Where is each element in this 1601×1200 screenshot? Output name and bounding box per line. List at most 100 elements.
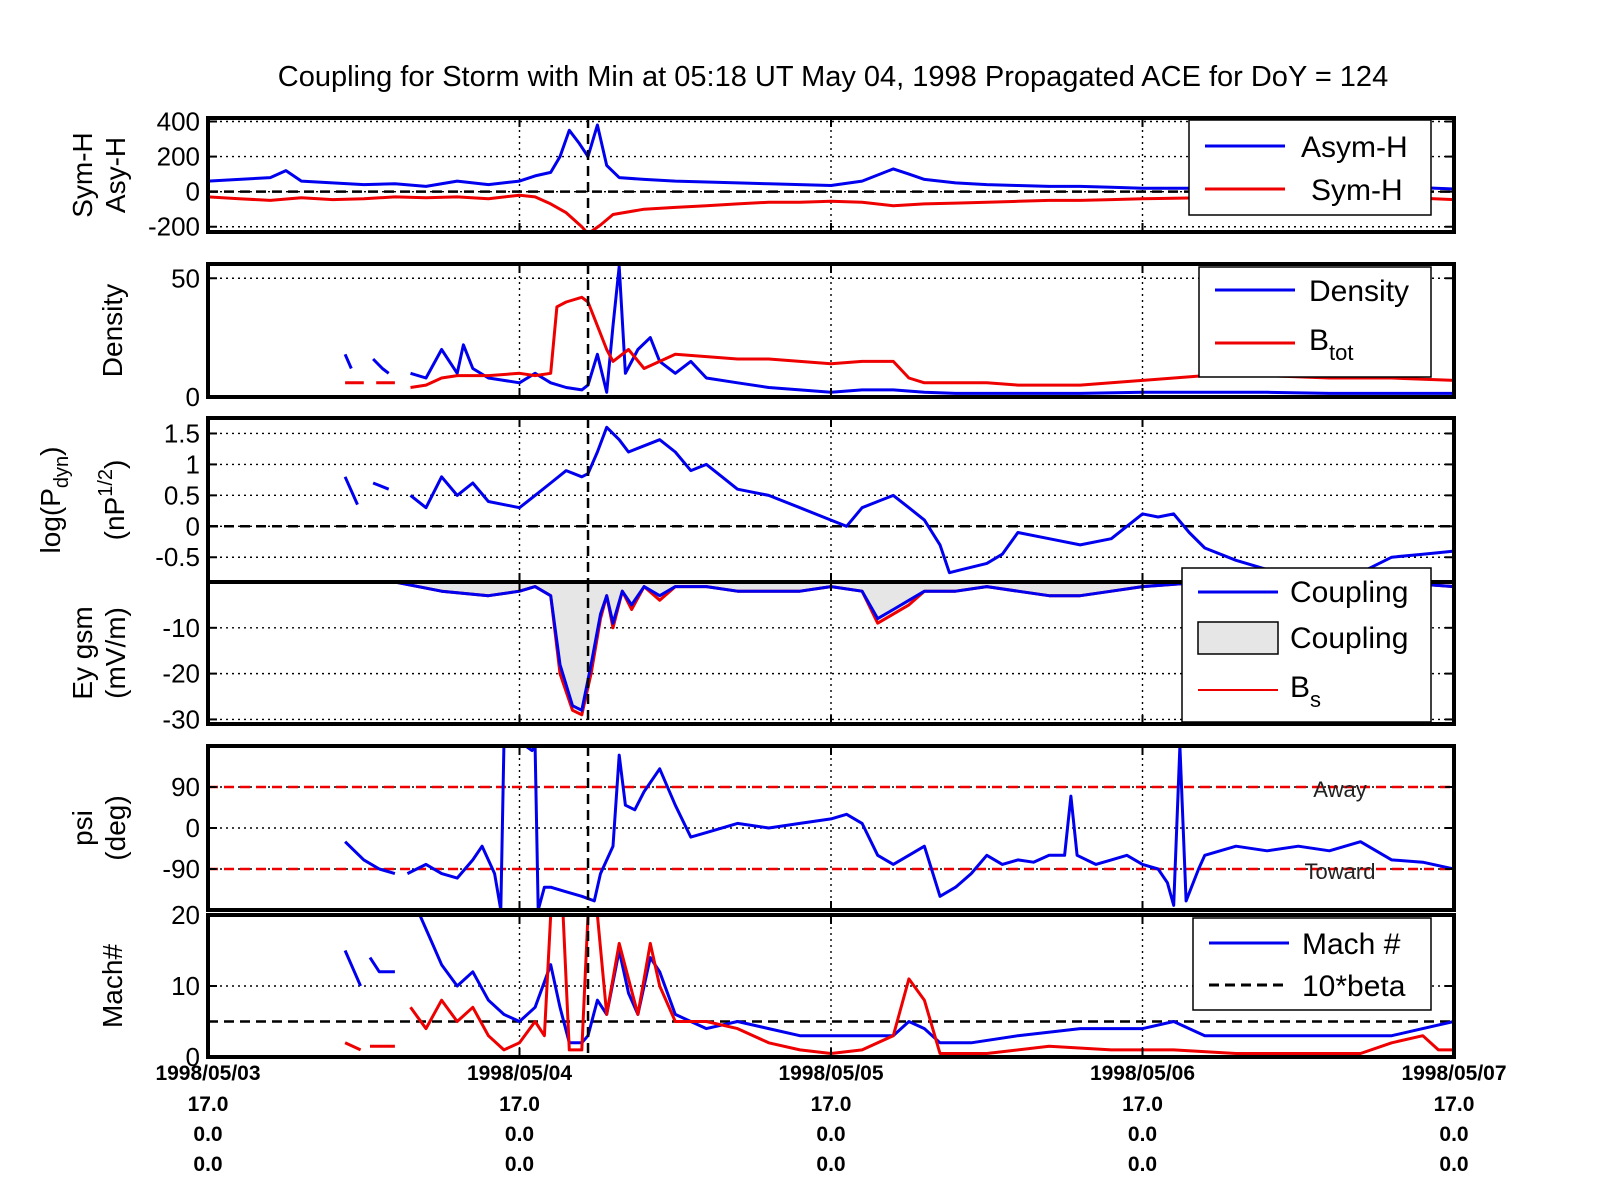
y-axis-label-line2: (deg) bbox=[100, 795, 131, 860]
x-tick-sub-label: 17.0 bbox=[499, 1093, 540, 1116]
y-axis-label: Mach# bbox=[97, 944, 128, 1028]
y-axis-label: Sym-H Asy-H bbox=[67, 132, 131, 218]
y-tick-label: 90 bbox=[171, 772, 200, 802]
chart-title: Coupling for Storm with Min at 05:18 UT … bbox=[278, 61, 1388, 93]
y-axis-label-line2: (mV/m) bbox=[100, 607, 131, 699]
legend-entry: Bs bbox=[1290, 671, 1321, 712]
y-tick-label: 0 bbox=[186, 813, 200, 843]
y-tick-label: 0 bbox=[186, 177, 200, 207]
y-axis-label-line1: Ey gsm bbox=[67, 606, 98, 699]
series-line-10-beta bbox=[344, 915, 1454, 1055]
x-tick-sub-label: 17.0 bbox=[1434, 1093, 1475, 1116]
label-part: 1/2 bbox=[95, 469, 117, 497]
y-tick-label: 0 bbox=[186, 511, 200, 541]
x-tick-date-label: 1998/05/05 bbox=[778, 1062, 883, 1085]
legend-swatch bbox=[1197, 621, 1279, 655]
y-tick-label: 1.5 bbox=[164, 418, 200, 448]
y-axis-label-line1: Density bbox=[97, 284, 128, 377]
y-tick-label: 20 bbox=[171, 900, 200, 930]
x-tick-date-label: 1998/05/03 bbox=[155, 1062, 260, 1085]
x-tick-sub-label: 17.0 bbox=[811, 1093, 852, 1116]
y-axis-label-line1: log(Pdyn) bbox=[35, 447, 73, 554]
legend-entry: 10*beta bbox=[1302, 970, 1406, 1003]
label-part: B bbox=[1309, 324, 1329, 357]
y-axis-label-line1: Mach# bbox=[97, 944, 128, 1028]
y-tick-label: 0 bbox=[186, 1042, 200, 1072]
series-line-density bbox=[343, 264, 1454, 395]
series-line-coupling bbox=[394, 582, 1454, 712]
label-part: dyn bbox=[51, 456, 73, 488]
label-part: log(P bbox=[35, 488, 66, 553]
y-tick-label: -10 bbox=[162, 613, 200, 643]
annotation-away: Away bbox=[1313, 777, 1366, 802]
y-tick-label: 10 bbox=[171, 971, 200, 1001]
y-axis-label-line1: psi bbox=[67, 810, 98, 846]
label-part: s bbox=[1310, 687, 1321, 712]
legend-entry: Asym-H bbox=[1301, 131, 1408, 164]
x-tick-sub-label: 0.0 bbox=[1439, 1123, 1468, 1146]
series-line-psi bbox=[344, 746, 1454, 910]
x-tick-sub-label: 0.0 bbox=[193, 1153, 222, 1176]
y-tick-label: -30 bbox=[162, 704, 200, 734]
y-tick-label: 1 bbox=[186, 449, 200, 479]
x-tick-sub-label: 0.0 bbox=[193, 1123, 222, 1146]
x-tick-sub-label: 0.0 bbox=[505, 1153, 534, 1176]
y-tick-label: 0 bbox=[186, 382, 200, 412]
label-part: ) bbox=[35, 447, 66, 456]
legend-entry: Mach # bbox=[1302, 928, 1401, 961]
x-tick-date-label: 1998/05/06 bbox=[1090, 1062, 1195, 1085]
x-tick-sub-label: 0.0 bbox=[505, 1123, 534, 1146]
x-tick-date-label: 1998/05/04 bbox=[467, 1062, 572, 1085]
x-tick-sub-label: 0.0 bbox=[1439, 1153, 1468, 1176]
legend-entry: Coupling bbox=[1290, 622, 1408, 655]
series-line-asym-h bbox=[208, 123, 1454, 191]
y-axis-label-line1: Sym-H bbox=[67, 132, 98, 218]
label-part: tot bbox=[1329, 340, 1353, 365]
legend-entry: Coupling bbox=[1290, 576, 1408, 609]
y-tick-label: 200 bbox=[157, 142, 200, 172]
legend-entry: Density bbox=[1309, 275, 1409, 308]
y-tick-label: -0.5 bbox=[155, 542, 200, 572]
legend-box bbox=[1192, 917, 1432, 1011]
y-tick-label: 50 bbox=[171, 263, 200, 293]
annotation-toward: Toward bbox=[1305, 859, 1376, 884]
series-group bbox=[344, 746, 1454, 910]
series-group bbox=[343, 264, 1454, 395]
y-tick-label: -90 bbox=[162, 854, 200, 884]
x-tick-date-label: 1998/05/07 bbox=[1401, 1062, 1506, 1085]
series-group bbox=[208, 582, 1454, 717]
y-tick-label: -200 bbox=[148, 212, 200, 242]
series-group bbox=[343, 915, 1454, 1055]
panel-5: 90 0 -90 psi (deg) Away Toward bbox=[67, 744, 1456, 912]
series-group bbox=[343, 425, 1454, 578]
x-tick-sub-label: 0.0 bbox=[1128, 1153, 1157, 1176]
x-tick-sub-label: 17.0 bbox=[1122, 1093, 1163, 1116]
y-axis-label-line2: (nP1/2) bbox=[95, 460, 130, 541]
bottom-axis-labels: 1998/05/03 17.0 0.0 0.0 1998/05/04 17.0 0.0 0.0… bbox=[155, 1062, 1506, 1176]
label-part: ) bbox=[99, 460, 130, 469]
x-tick-sub-label: 17.0 bbox=[188, 1093, 229, 1116]
legend-entry: Sym-H bbox=[1311, 174, 1403, 207]
y-axis-label: psi (deg) bbox=[67, 795, 131, 860]
x-tick-sub-label: 0.0 bbox=[816, 1153, 845, 1176]
series-line-btot bbox=[345, 295, 1454, 389]
legend-box bbox=[1188, 119, 1432, 216]
x-tick-sub-label: 0.0 bbox=[1128, 1123, 1157, 1146]
series-group bbox=[208, 123, 1454, 232]
series-line-pdyn bbox=[343, 425, 1454, 578]
y-tick-label: 400 bbox=[157, 107, 200, 137]
y-tick-label: -20 bbox=[162, 659, 200, 689]
legend-entry: Btot bbox=[1309, 324, 1353, 365]
x-tick-sub-label: 0.0 bbox=[816, 1123, 845, 1146]
y-axis-label: Ey gsm (mV/m) bbox=[67, 606, 131, 699]
label-part: (nP bbox=[99, 497, 130, 541]
series-line-sym-h bbox=[208, 193, 1454, 232]
y-axis-label: Density bbox=[97, 284, 128, 377]
legend-box bbox=[1198, 266, 1432, 378]
label-part: B bbox=[1290, 671, 1310, 704]
y-tick-label: 0.5 bbox=[164, 480, 200, 510]
y-axis-label-line2: Asy-H bbox=[100, 137, 131, 213]
